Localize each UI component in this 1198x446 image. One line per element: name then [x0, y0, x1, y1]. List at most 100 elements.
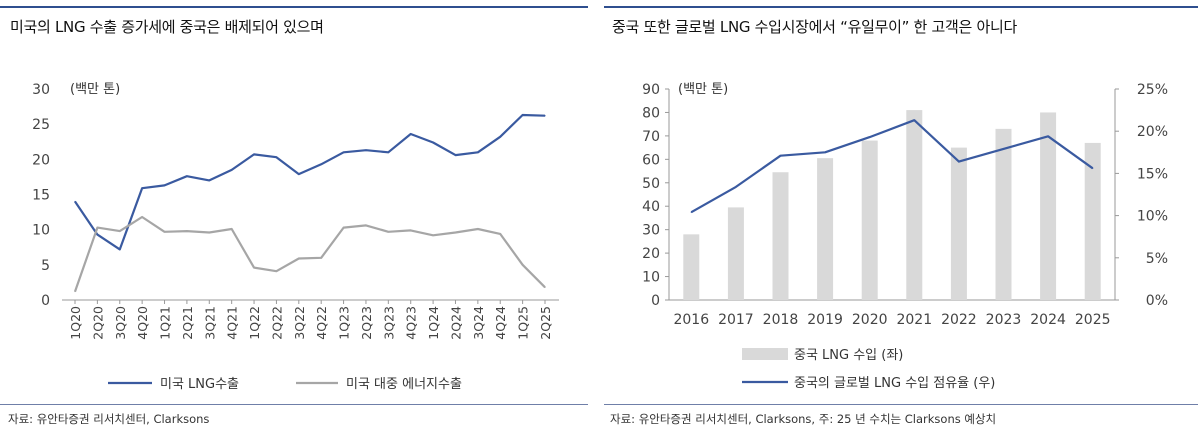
right-x-tick-2016: 2016 [673, 312, 709, 328]
right-x-tick-2020: 2020 [852, 312, 888, 328]
right-left-y-tick-90: 90 [642, 82, 660, 98]
right-bottom-rule [604, 404, 1198, 405]
left-chart-title: 미국의 LNG 수출 증가세에 중국은 배제되어 있으며 [10, 18, 324, 36]
right-left-y-tick-60: 60 [642, 152, 660, 168]
left-unit-label: (백만 톤) [70, 82, 120, 97]
left-series-1-point [522, 114, 524, 116]
right-x-tick-2022: 2022 [941, 312, 977, 328]
right-left-y-tick-20: 20 [642, 246, 660, 262]
left-series-1-point [96, 233, 98, 236]
left-x-tick-4Q21: 4Q21 [225, 306, 240, 340]
left-legend-label-2: 미국 대중 에너지수출 [346, 377, 462, 392]
left-series-1-point [208, 179, 210, 182]
left-x-tick-2Q25: 2Q25 [538, 306, 553, 340]
left-x-tick-4Q23: 4Q23 [404, 306, 419, 340]
right-right-y-tick-20%: 20% [1137, 124, 1168, 140]
left-x-tick-3Q22: 3Q22 [292, 306, 307, 340]
right-x-tick-2021: 2021 [896, 312, 932, 328]
left-series-1-point [365, 149, 367, 151]
left-source-note: 자료: 유안타증권 리서치센터, Clarksons [8, 412, 210, 426]
left-series-1-point [119, 248, 121, 250]
left-x-tick-1Q24: 1Q24 [426, 306, 441, 340]
left-series-2-point [410, 229, 412, 231]
right-unit-label: (백만 톤) [678, 82, 728, 97]
right-share-point-2019 [824, 151, 826, 153]
right-bar-2022 [950, 147, 967, 300]
left-x-tick-2Q22: 2Q22 [269, 306, 284, 340]
right-share-point-2022 [958, 160, 960, 163]
left-panel: 미국의 LNG 수출 증가세에 중국은 배제되어 있으며 (백만 톤) 0 5 10 1… [0, 0, 588, 446]
right-source-note: 자료: 유안타증권 리서치센터, Clarksons, 주: 25 년 수치는 … [610, 412, 997, 426]
right-x-tick-2023: 2023 [986, 312, 1022, 328]
right-right-y-tick-0%: 0% [1146, 293, 1168, 309]
right-bar-2025 [1084, 142, 1101, 300]
left-series-2-point [96, 226, 98, 229]
right-left-y-tick-50: 50 [642, 176, 660, 192]
left-series-2-point [320, 257, 322, 259]
right-top-rule [604, 6, 1198, 8]
left-series-2-point [119, 230, 121, 232]
right-left-y-tick-70: 70 [642, 129, 660, 145]
left-series-1-point [186, 175, 188, 177]
left-series-line-1 [74, 113, 546, 251]
left-series-1-point [499, 136, 501, 138]
left-y-tick-5: 5 [41, 258, 50, 274]
left-chart: (백만 톤) 0 5 10 15 20 25 30 1Q20 2Q20 3Q20 4Q20 1Q21 2Q… [32, 82, 559, 392]
right-bar-2017 [727, 207, 744, 300]
right-share-point-2025 [1092, 167, 1094, 169]
left-x-tick-3Q20: 3Q20 [113, 306, 128, 340]
left-series-2-point [365, 224, 367, 227]
left-x-tick-1Q21: 1Q21 [158, 306, 173, 340]
right-left-y-tick-10: 10 [642, 270, 660, 286]
right-share-point-2018 [779, 155, 782, 157]
left-series-1-point [454, 154, 457, 156]
left-bottom-rule [0, 404, 588, 405]
left-series-2-point [141, 216, 143, 218]
left-x-tick-3Q24: 3Q24 [471, 306, 486, 340]
right-bar-2024 [1040, 112, 1057, 300]
right-left-y-tick-40: 40 [642, 199, 660, 215]
left-x-tick-1Q20: 1Q20 [68, 306, 83, 340]
right-share-point-2017 [735, 186, 737, 188]
left-series-2-point [163, 231, 166, 233]
left-y-tick-20: 20 [32, 152, 50, 168]
left-x-tick-2Q24: 2Q24 [448, 306, 463, 340]
left-x-tick-4Q22: 4Q22 [314, 306, 329, 340]
left-x-tick-3Q21: 3Q21 [202, 306, 217, 340]
right-bar-2018 [772, 172, 789, 300]
left-series-1-point [163, 184, 166, 186]
left-series-2-point [544, 286, 546, 288]
left-series-1-point [544, 115, 546, 117]
left-series-1-point [253, 153, 255, 156]
right-bar-2020 [861, 140, 878, 300]
left-series-2-point [454, 231, 457, 234]
left-series-1-point [74, 200, 76, 203]
left-series-2-point [499, 233, 501, 235]
right-legend-label-line: 중국의 글로벌 LNG 수입 점유율 (우) [794, 376, 995, 391]
left-series-2-point [275, 270, 278, 272]
right-share-point-2021 [913, 119, 915, 121]
left-series-2-point [522, 264, 524, 266]
left-x-tick-2Q21: 2Q21 [180, 306, 195, 340]
left-series-2-point [477, 228, 479, 230]
right-x-tick-2019: 2019 [807, 312, 843, 328]
right-bar-2021 [906, 110, 923, 300]
left-series-2-point [231, 228, 233, 230]
left-series-1-point [410, 133, 412, 135]
left-series-1-point [477, 151, 479, 153]
right-x-tick-2025: 2025 [1075, 312, 1111, 328]
right-right-y-tick-5%: 5% [1146, 251, 1168, 267]
right-bar-2023 [995, 128, 1012, 300]
left-x-tick-3Q23: 3Q23 [381, 306, 396, 340]
left-series-line-2 [73, 215, 546, 292]
left-series-1-point [320, 163, 322, 165]
right-legend-swatch-bar [742, 348, 788, 360]
left-top-rule [0, 6, 588, 8]
left-series-2-point [298, 257, 300, 260]
right-right-y-tick-10%: 10% [1137, 209, 1168, 225]
right-x-tick-2017: 2017 [718, 312, 754, 328]
left-series-2-point [186, 230, 188, 232]
right-right-y-tick-15%: 15% [1137, 166, 1168, 182]
left-y-tick-15: 15 [32, 188, 50, 204]
right-right-y-tick-25%: 25% [1137, 82, 1168, 98]
